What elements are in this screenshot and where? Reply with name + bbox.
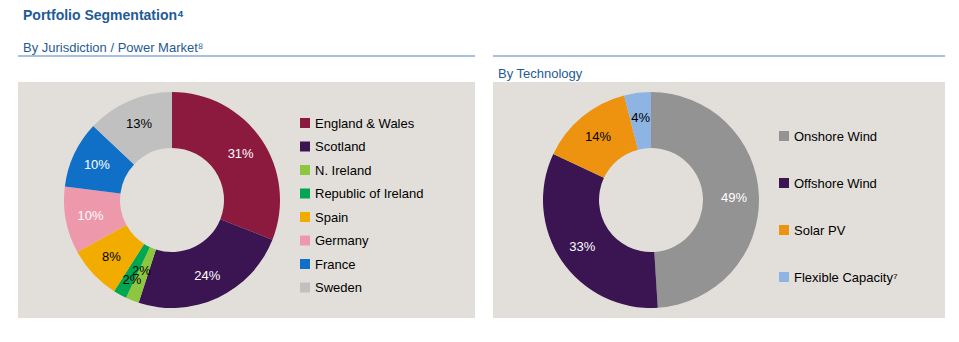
svg-text:Flexible Capacity⁷: Flexible Capacity⁷	[794, 270, 898, 285]
svg-text:24%: 24%	[194, 268, 220, 283]
svg-text:By Technology: By Technology	[498, 66, 583, 81]
svg-text:2%: 2%	[132, 262, 151, 278]
svg-text:31%: 31%	[228, 146, 254, 161]
svg-text:14%: 14%	[585, 129, 611, 144]
svg-text:4%: 4%	[631, 110, 650, 125]
svg-text:Republic of Ireland: Republic of Ireland	[315, 186, 423, 201]
svg-text:Germany: Germany	[315, 233, 369, 248]
svg-text:N. Ireland: N. Ireland	[315, 163, 371, 178]
svg-text:By Jurisdiction / Power Market: By Jurisdiction / Power Market⁸	[23, 40, 203, 55]
svg-text:10%: 10%	[77, 208, 103, 223]
svg-text:Spain: Spain	[315, 210, 348, 225]
svg-text:49%: 49%	[721, 190, 747, 205]
svg-text:13%: 13%	[126, 116, 152, 131]
svg-text:France: France	[315, 257, 355, 272]
svg-text:Solar PV: Solar PV	[794, 223, 846, 238]
svg-text:33%: 33%	[569, 239, 595, 254]
svg-text:Offshore Wind: Offshore Wind	[794, 176, 877, 191]
svg-text:Portfolio Segmentation⁴: Portfolio Segmentation⁴	[23, 7, 184, 23]
svg-text:8%: 8%	[102, 249, 121, 264]
svg-text:2%: 2%	[123, 272, 142, 287]
svg-text:Onshore Wind: Onshore Wind	[794, 129, 877, 144]
svg-text:Sweden: Sweden	[315, 280, 362, 295]
svg-text:10%: 10%	[84, 157, 110, 172]
svg-text:England & Wales: England & Wales	[315, 116, 415, 131]
svg-text:Scotland: Scotland	[315, 139, 366, 154]
